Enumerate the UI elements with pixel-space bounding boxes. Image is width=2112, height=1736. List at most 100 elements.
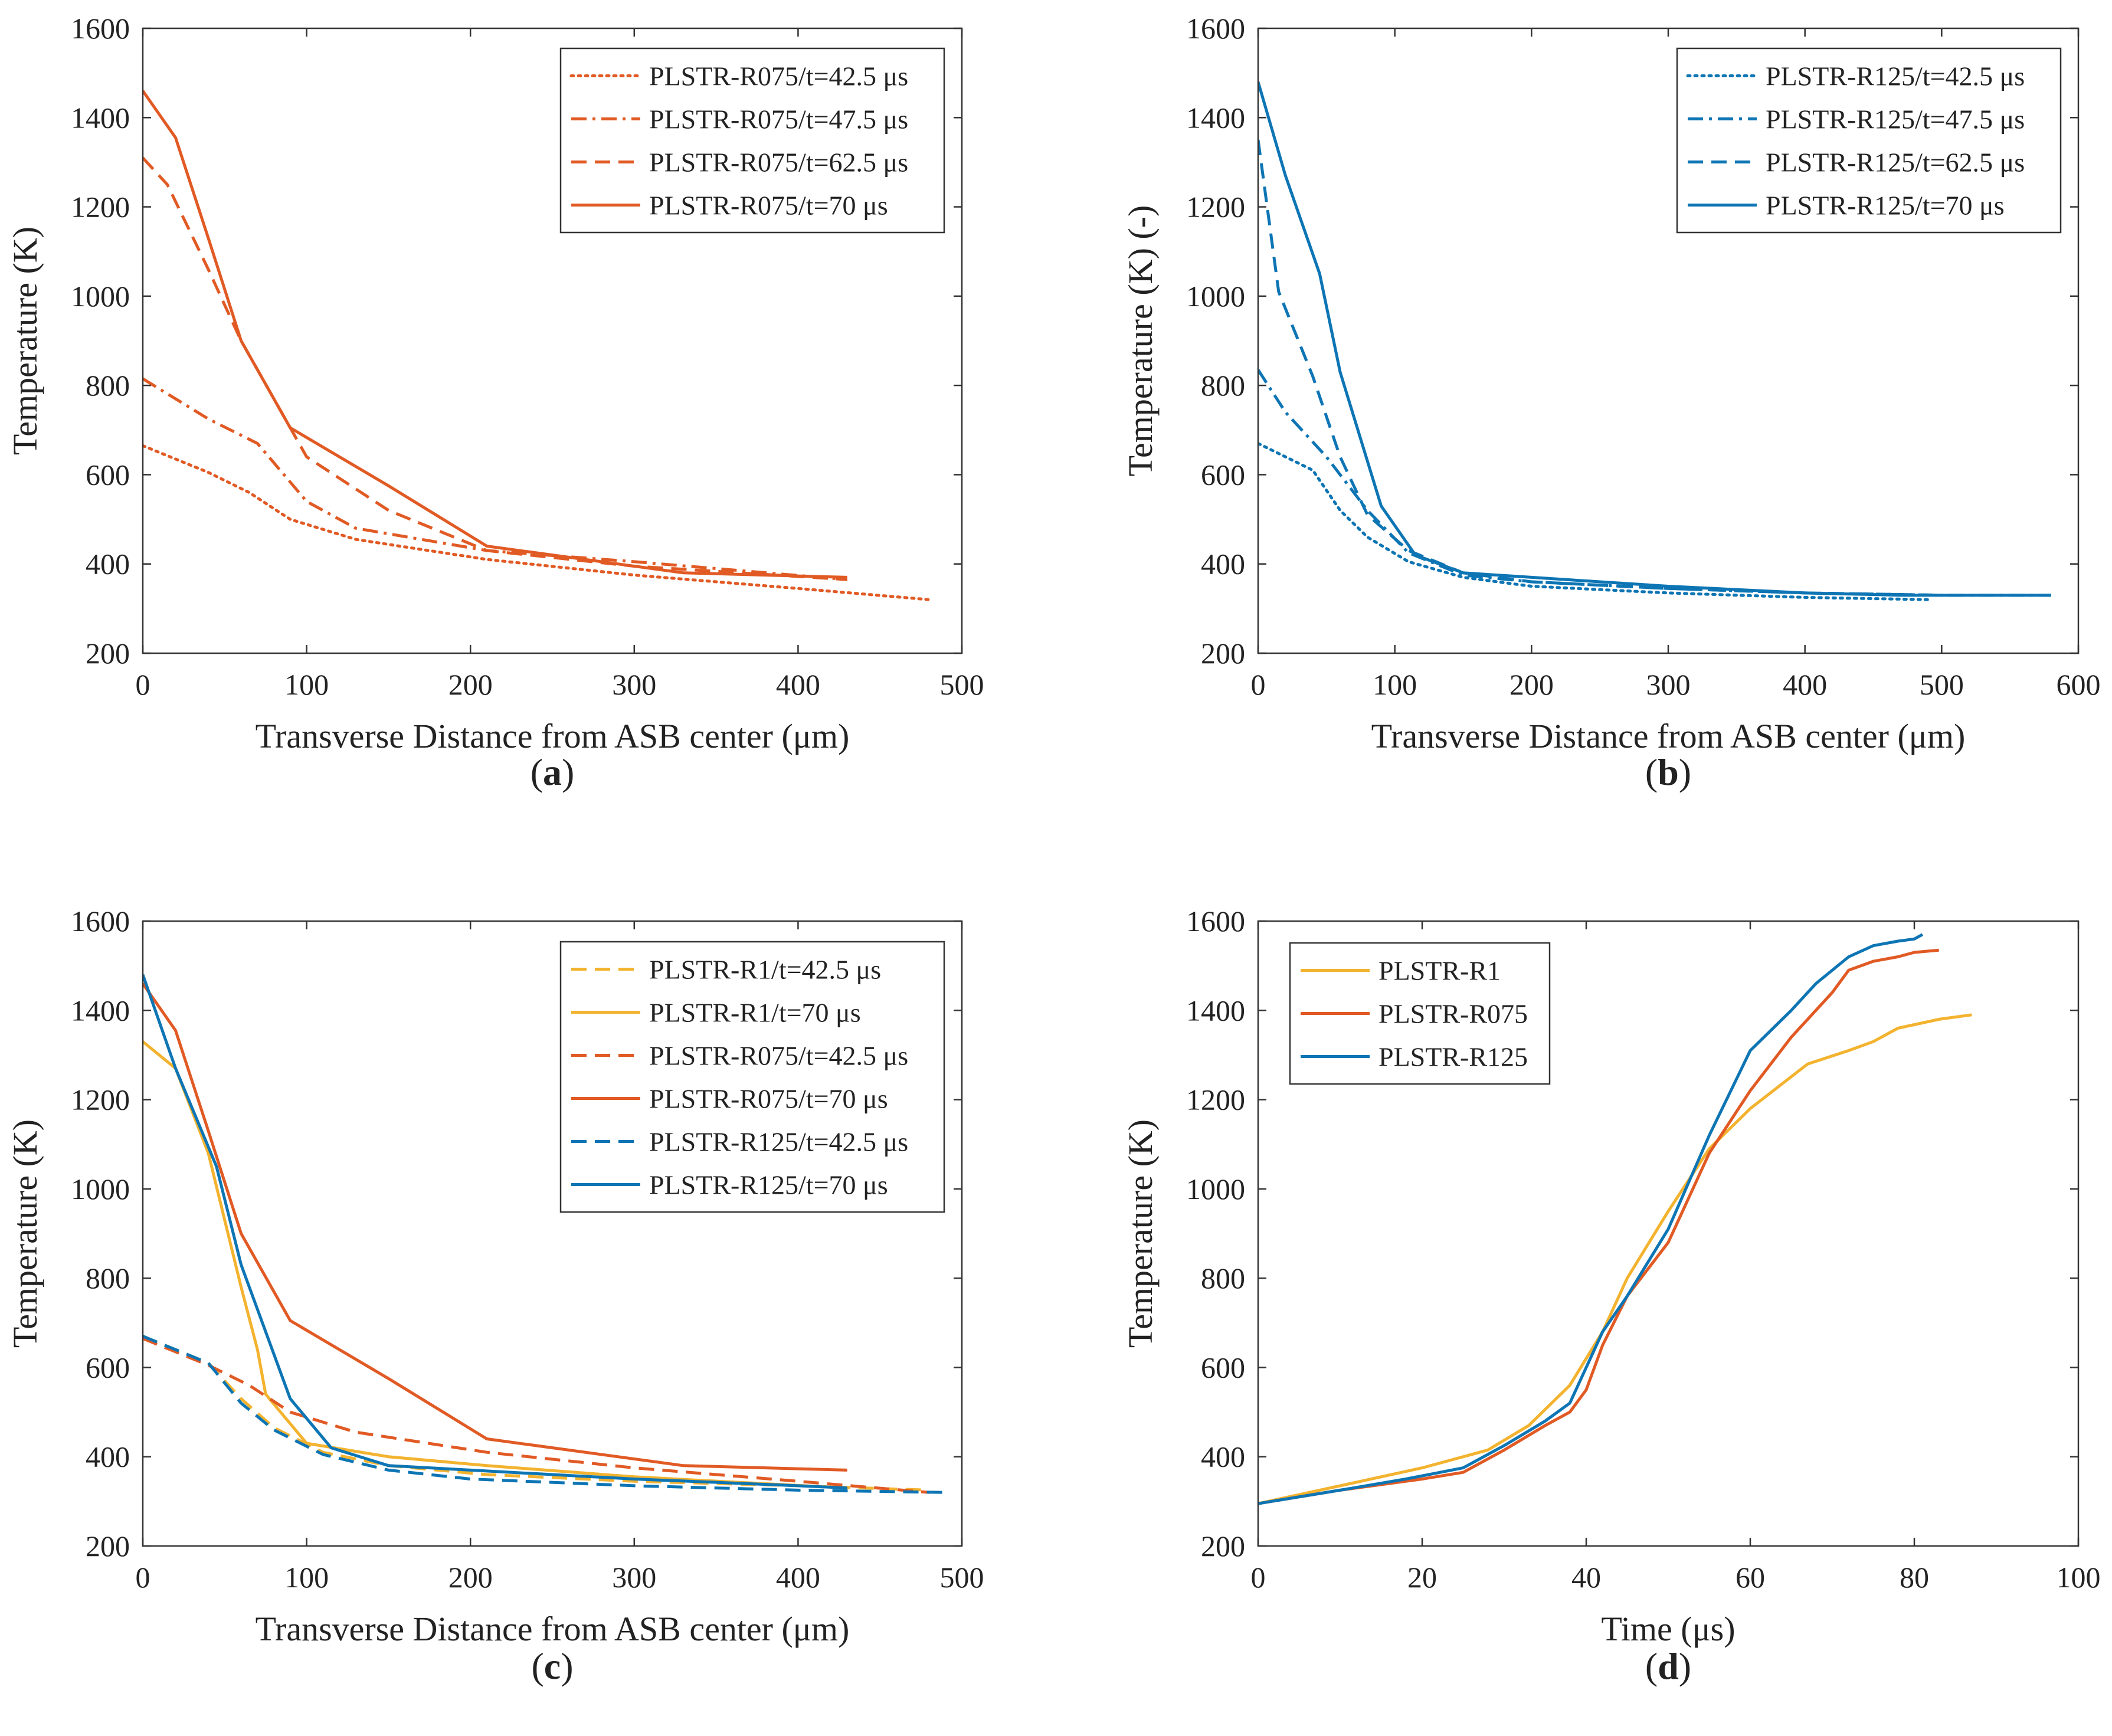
series-line-c-2: [143, 1337, 929, 1494]
x-tick-label: 300: [612, 1561, 656, 1594]
series-line-c-0: [143, 1335, 929, 1492]
chart-panel-c: 0 100 200 300 400 500 200 400 600 800 1000 1200 1400…: [6, 905, 984, 1687]
y-tick-label: 600: [86, 1351, 130, 1384]
series-line-c-3: [143, 982, 847, 1472]
x-tick-label: 0: [1251, 1561, 1266, 1594]
x-tick-label: 40: [1571, 1561, 1601, 1594]
axes-frame: [142, 920, 963, 1547]
x-tick-label: 300: [612, 668, 656, 701]
legend-label: PLSTR-R1/t=42.5 μs: [649, 955, 881, 985]
y-tick-label: 1400: [1186, 994, 1245, 1027]
legend-label: PLSTR-R075: [1378, 999, 1528, 1029]
panel-label: (b): [1645, 751, 1691, 793]
axes-frame: [142, 27, 963, 654]
y-tick-label: 1000: [1186, 1172, 1245, 1206]
legend-label: PLSTR-R075/t=70 μs: [649, 191, 888, 221]
y-axis-label: Temperature (K): [6, 227, 44, 455]
y-tick-label: 800: [86, 1262, 130, 1295]
x-axis-label: Transverse Distance from ASB center (μm): [256, 717, 850, 755]
y-tick-label: 1000: [71, 1172, 130, 1206]
x-tick-label: 60: [1736, 1561, 1765, 1594]
series-line-d-0: [1258, 1013, 1972, 1505]
legend-label: PLSTR-R125/t=70 μs: [649, 1170, 888, 1200]
legend-label: PLSTR-R125/t=62.5 μs: [1766, 148, 2025, 178]
y-axis-label: Temperature (K): [1121, 1119, 1160, 1348]
x-axis-label: Time (μs): [1601, 1610, 1735, 1648]
x-tick-label: 100: [284, 1561, 329, 1594]
x-tick-label: 200: [1509, 668, 1554, 701]
x-tick-label: 200: [448, 1561, 493, 1594]
x-tick-label: 400: [1783, 668, 1827, 701]
x-tick-label: 0: [1251, 668, 1266, 701]
y-tick-label: 1200: [1186, 191, 1245, 224]
series-line-b-1: [1258, 369, 2051, 597]
legend: PLSTR-R125/t=42.5 μs PLSTR-R125/t=47.5 μs…: [1676, 47, 2062, 234]
series-line-c-4: [143, 1335, 946, 1494]
legend-label: PLSTR-R1: [1378, 956, 1501, 986]
y-tick-label: 800: [86, 369, 130, 402]
x-tick-label: 500: [1920, 668, 1964, 701]
series-line-a-3: [143, 90, 847, 579]
x-tick-label: 0: [136, 1561, 150, 1594]
y-tick-label: 200: [86, 1529, 130, 1563]
y-tick-label: 200: [1201, 637, 1245, 670]
y-tick-label: 1200: [71, 1083, 130, 1116]
x-tick-label: 80: [1900, 1561, 1929, 1594]
chart-panel-b: 0 100 200 300 400 500 600 200 400 600 800 1000 1200 1…: [1121, 12, 2101, 793]
legend-label: PLSTR-R075/t=42.5 μs: [649, 61, 908, 91]
x-tick-label: 400: [776, 668, 820, 701]
series-line-c-5: [143, 974, 847, 1490]
legend-label: PLSTR-R075/t=62.5 μs: [649, 148, 908, 178]
x-tick-label: 100: [284, 668, 329, 701]
x-tick-label: 500: [940, 1561, 984, 1594]
x-tick-label: 600: [2057, 668, 2101, 701]
legend-label: PLSTR-R125: [1378, 1042, 1528, 1072]
y-tick-label: 600: [1201, 1351, 1245, 1384]
y-tick-label: 1400: [1186, 101, 1245, 134]
x-tick-label: 500: [940, 668, 984, 701]
y-tick-label: 1000: [1186, 280, 1245, 313]
y-tick-label: 400: [86, 548, 130, 581]
y-axis-label: Temperature (K) (-): [1121, 205, 1160, 477]
legend: PLSTR-R1/t=42.5 μs PLSTR-R1/t=70 μs PLSTR-…: [559, 941, 945, 1213]
series-line-a-1: [143, 377, 847, 581]
chart-panel-d: 0 20 40 60 80 100 200 400 600 800 1000 1200 1400 1600…: [1121, 905, 2101, 1687]
legend-label: PLSTR-R1/t=70 μs: [649, 998, 861, 1028]
y-tick-label: 200: [86, 637, 130, 670]
y-tick-label: 400: [86, 1440, 130, 1473]
y-tick-label: 800: [1201, 369, 1245, 402]
legend-label: PLSTR-R125/t=42.5 μs: [1766, 61, 2025, 91]
x-axis-label: Transverse Distance from ASB center (μm): [1371, 717, 1966, 755]
x-tick-label: 100: [2057, 1561, 2101, 1594]
legend-label: PLSTR-R075/t=42.5 μs: [649, 1041, 908, 1071]
y-axis-label: Temperature (K): [6, 1119, 44, 1348]
y-tick-label: 600: [86, 458, 130, 491]
legend-label: PLSTR-R125/t=42.5 μs: [649, 1127, 908, 1157]
panel-label: (c): [531, 1645, 573, 1687]
y-tick-label: 1600: [1186, 905, 1245, 938]
y-tick-label: 400: [1201, 548, 1245, 581]
x-tick-label: 400: [776, 1561, 820, 1594]
legend-label: PLSTR-R125/t=70 μs: [1766, 191, 2005, 221]
chart-panel-a: 0 100 200 300 400 500 200 400 600 800 1000 1200 1400…: [6, 12, 984, 793]
legend-label: PLSTR-R125/t=47.5 μs: [1766, 104, 2025, 135]
x-tick-label: 300: [1646, 668, 1691, 701]
series-line-b-3: [1258, 81, 2051, 597]
x-tick-label: 0: [136, 668, 150, 701]
y-tick-label: 1200: [71, 191, 130, 224]
legend: PLSTR-R1 PLSTR-R075 PLSTR-R125: [1289, 942, 1551, 1085]
y-tick-label: 1400: [71, 101, 130, 134]
x-axis-label: Transverse Distance from ASB center (μm): [256, 1610, 850, 1648]
x-tick-label: 200: [448, 668, 493, 701]
series-line-d-1: [1258, 948, 1939, 1505]
y-tick-label: 600: [1201, 458, 1245, 491]
panel-label: (d): [1645, 1645, 1691, 1687]
y-tick-label: 1200: [1186, 1083, 1245, 1116]
panel-label: (a): [531, 751, 575, 793]
legend-label: PLSTR-R075/t=47.5 μs: [649, 104, 908, 135]
series-line-c-1: [143, 1040, 847, 1490]
y-tick-label: 800: [1201, 1262, 1245, 1295]
legend-label: PLSTR-R075/t=70 μs: [649, 1084, 888, 1114]
x-tick-label: 100: [1373, 668, 1417, 701]
